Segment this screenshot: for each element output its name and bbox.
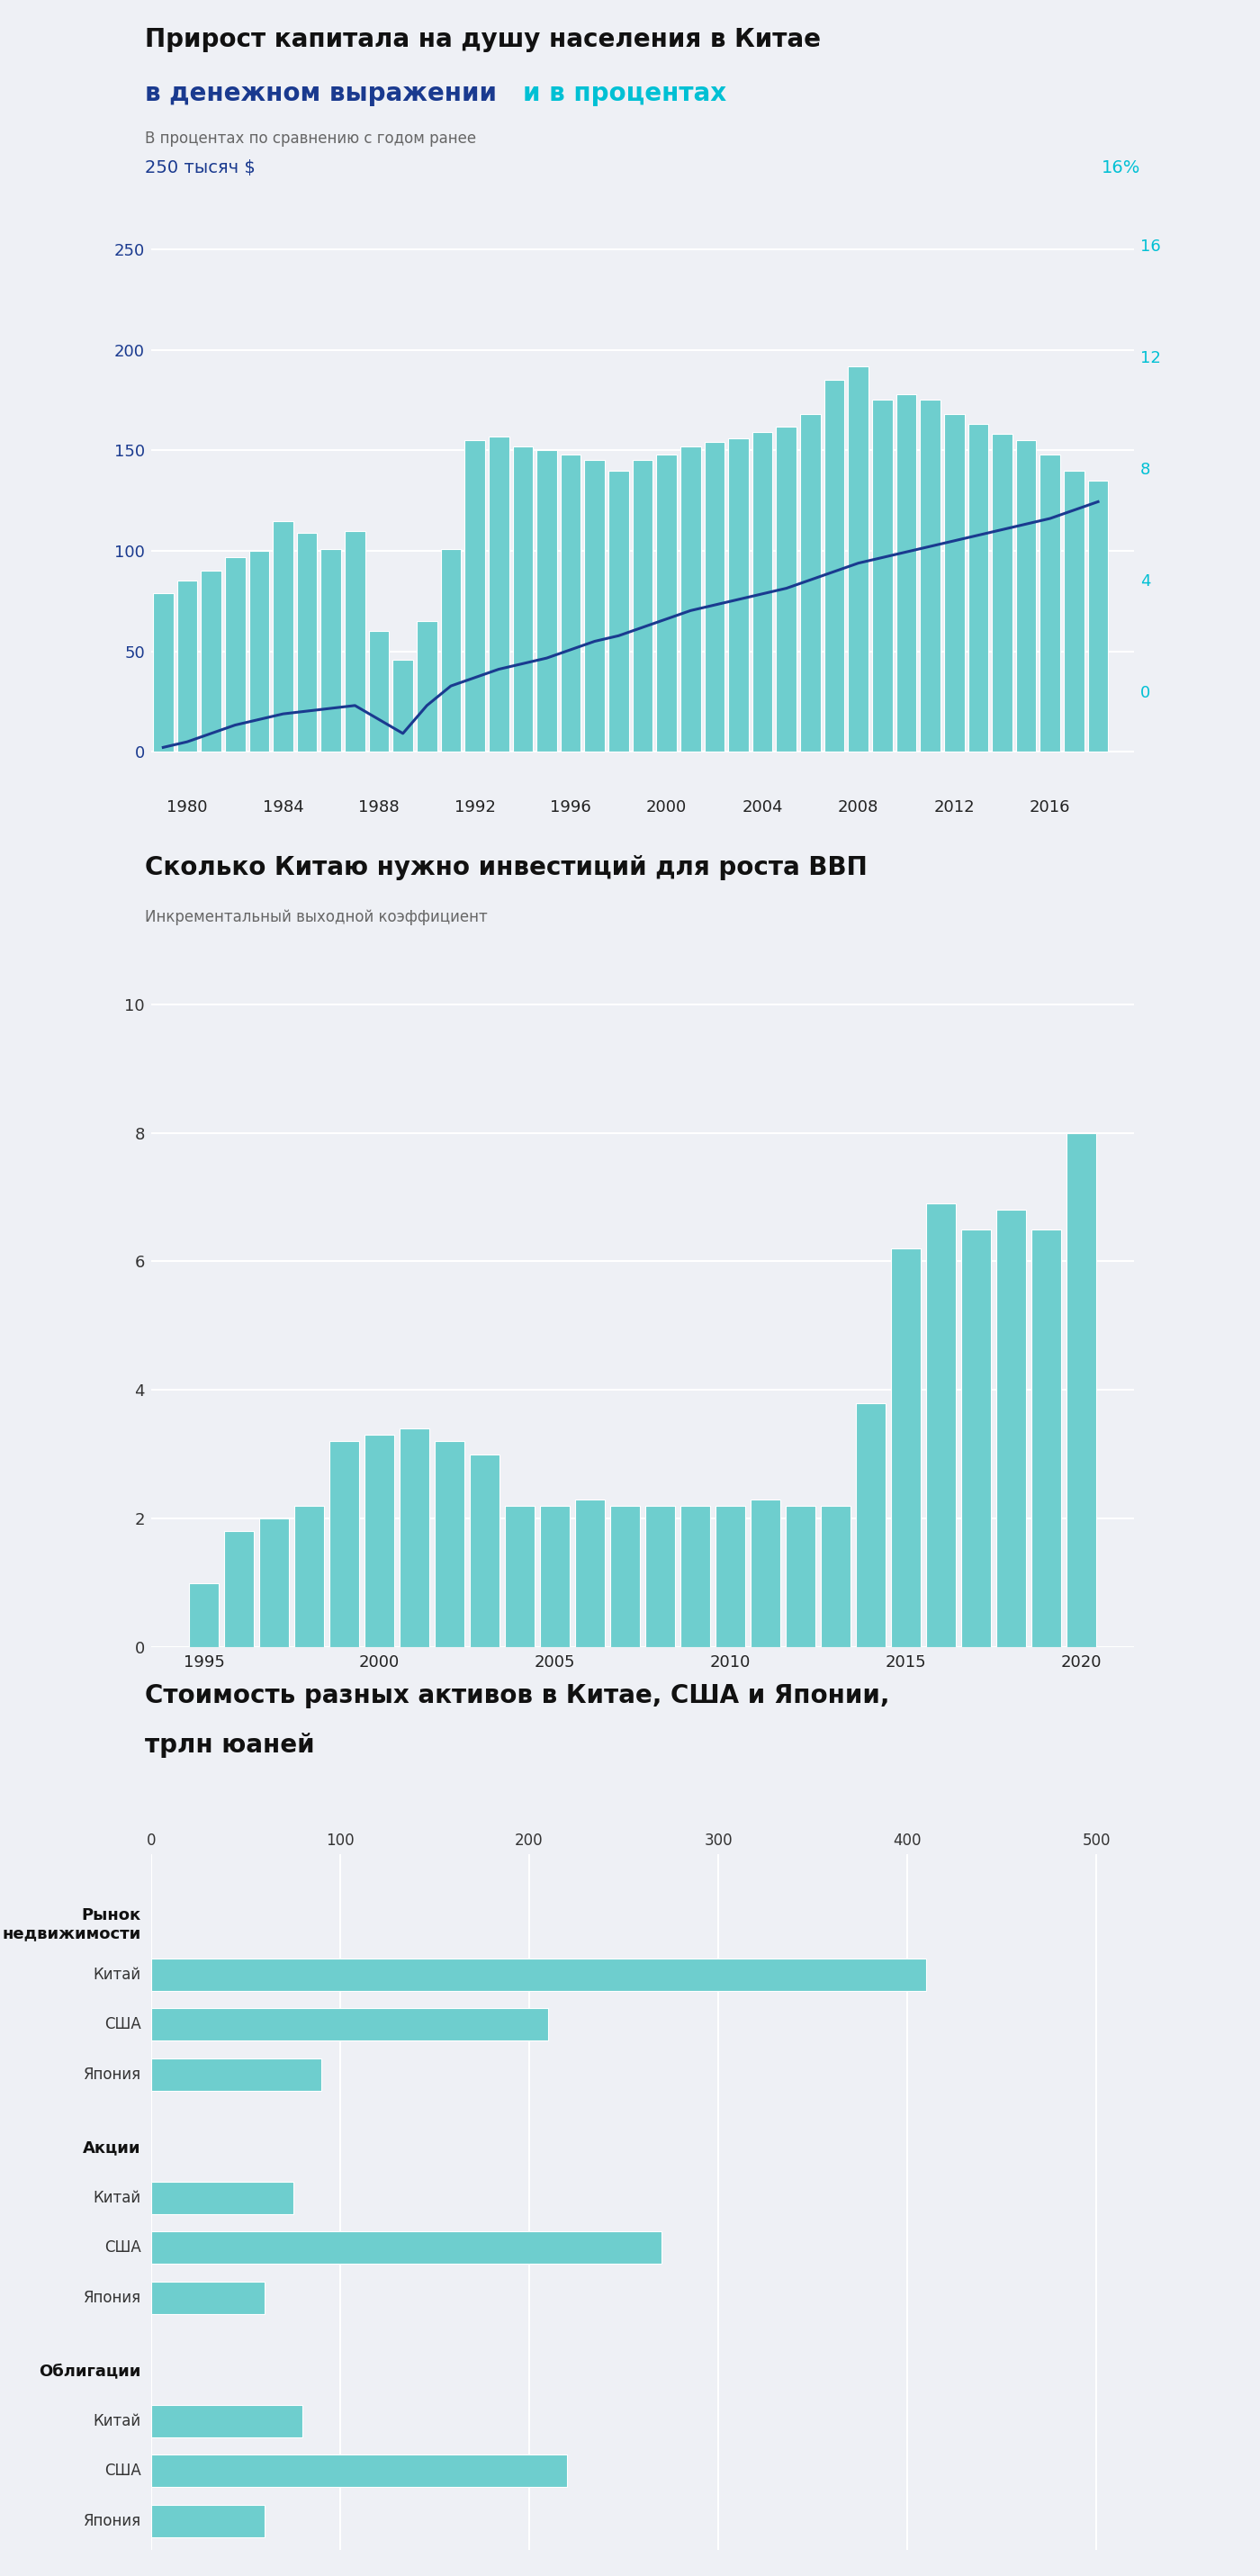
Bar bbox=[872, 399, 892, 752]
Bar bbox=[465, 440, 485, 752]
Bar bbox=[151, 1958, 926, 1991]
Bar bbox=[176, 582, 198, 752]
Bar bbox=[856, 1404, 886, 1646]
Bar bbox=[776, 425, 796, 752]
Bar bbox=[944, 415, 964, 752]
Bar bbox=[151, 2406, 302, 2437]
Bar bbox=[920, 399, 940, 752]
Bar bbox=[273, 520, 294, 752]
Bar bbox=[152, 592, 174, 752]
Bar bbox=[561, 453, 581, 752]
Bar bbox=[189, 1582, 219, 1646]
Text: в денежном выражении: в денежном выражении bbox=[145, 80, 505, 106]
Bar bbox=[537, 451, 557, 752]
Bar bbox=[656, 453, 677, 752]
Text: Стоимость разных активов в Китае, США и Японии,: Стоимость разных активов в Китае, США и … bbox=[145, 1682, 890, 1708]
Bar bbox=[645, 1507, 675, 1646]
Text: трлн юаней: трлн юаней bbox=[145, 1734, 315, 1757]
Text: В процентах по сравнению с годом ранее: В процентах по сравнению с годом ранее bbox=[145, 131, 476, 147]
Bar bbox=[345, 531, 365, 752]
Bar bbox=[260, 1517, 289, 1646]
Bar bbox=[992, 435, 1012, 752]
Bar bbox=[1040, 453, 1061, 752]
Bar bbox=[399, 1430, 430, 1646]
Bar bbox=[329, 1443, 359, 1646]
Bar bbox=[752, 433, 772, 752]
Bar bbox=[249, 551, 270, 752]
Bar bbox=[489, 435, 509, 752]
Bar bbox=[297, 533, 318, 752]
Bar bbox=[151, 2455, 567, 2486]
Bar bbox=[151, 2504, 265, 2537]
Bar bbox=[728, 438, 748, 752]
Bar bbox=[609, 471, 629, 752]
Bar bbox=[224, 1530, 253, 1646]
Bar bbox=[800, 415, 820, 752]
Bar bbox=[435, 1443, 465, 1646]
Text: Инкрементальный выходной коэффициент: Инкрементальный выходной коэффициент bbox=[145, 909, 488, 925]
Bar bbox=[891, 1249, 921, 1646]
Bar bbox=[295, 1507, 324, 1646]
Bar bbox=[926, 1203, 956, 1646]
Bar bbox=[575, 1499, 605, 1646]
Text: Сколько Китаю нужно инвестиций для роста ВВП: Сколько Китаю нужно инвестиций для роста… bbox=[145, 855, 867, 881]
Bar bbox=[585, 461, 605, 752]
Bar bbox=[321, 549, 341, 752]
Bar bbox=[786, 1507, 815, 1646]
Bar bbox=[716, 1507, 745, 1646]
Bar bbox=[633, 461, 653, 752]
Bar bbox=[1087, 482, 1109, 752]
Bar bbox=[393, 659, 413, 752]
Bar bbox=[968, 425, 988, 752]
Bar bbox=[680, 446, 701, 752]
Bar bbox=[505, 1507, 534, 1646]
Bar bbox=[200, 572, 222, 752]
Text: 16%: 16% bbox=[1101, 160, 1140, 175]
Bar bbox=[1032, 1229, 1061, 1646]
Bar bbox=[824, 381, 844, 752]
Bar bbox=[151, 2231, 662, 2264]
Bar bbox=[1016, 440, 1036, 752]
Bar bbox=[151, 2058, 321, 2092]
Bar bbox=[1063, 471, 1085, 752]
Bar bbox=[369, 631, 389, 752]
Bar bbox=[1066, 1133, 1096, 1646]
Bar bbox=[820, 1507, 850, 1646]
Bar bbox=[610, 1507, 640, 1646]
Bar bbox=[541, 1507, 570, 1646]
Bar bbox=[226, 556, 246, 752]
Bar bbox=[441, 549, 461, 752]
Bar bbox=[151, 2009, 548, 2040]
Text: Прирост капитала на душу населения в Китае: Прирост капитала на душу населения в Кит… bbox=[145, 26, 820, 52]
Bar bbox=[151, 2282, 265, 2313]
Bar bbox=[896, 394, 916, 752]
Text: 250 тысяч $: 250 тысяч $ bbox=[145, 160, 256, 175]
Bar bbox=[513, 446, 533, 752]
Bar bbox=[751, 1499, 780, 1646]
Bar bbox=[364, 1435, 394, 1646]
Bar bbox=[151, 2182, 292, 2213]
Text: и в процентах: и в процентах bbox=[523, 80, 727, 106]
Bar bbox=[417, 621, 437, 752]
Bar bbox=[680, 1507, 711, 1646]
Bar bbox=[470, 1455, 499, 1646]
Bar bbox=[848, 366, 868, 752]
Bar bbox=[997, 1211, 1026, 1646]
Bar bbox=[704, 443, 724, 752]
Bar bbox=[961, 1229, 990, 1646]
